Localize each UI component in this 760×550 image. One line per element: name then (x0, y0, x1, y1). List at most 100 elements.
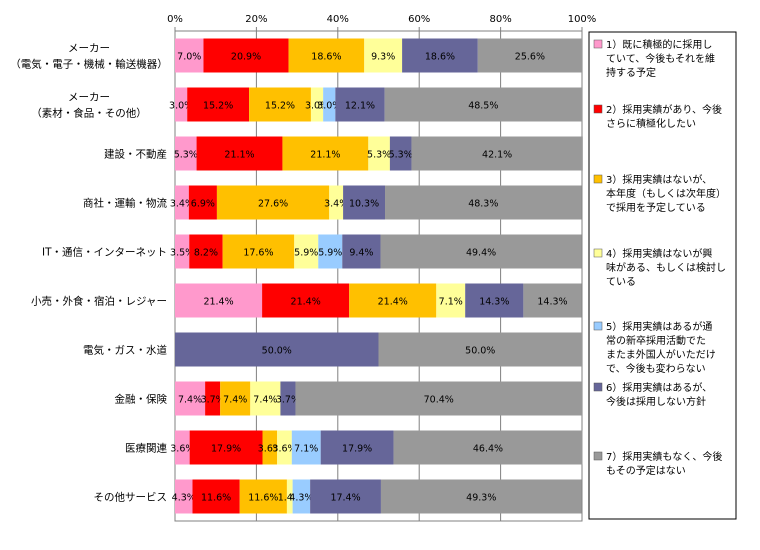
x-tick-label: 60% (408, 14, 430, 25)
data-label: 3.6% (170, 444, 194, 455)
bar-segment (239, 479, 287, 514)
data-label: 20.9% (231, 52, 261, 63)
bar-segment (286, 479, 293, 514)
bar-segment (282, 136, 369, 171)
data-label: 21.4% (378, 297, 408, 308)
data-label: 49.3% (466, 493, 496, 504)
legend-entry: 7）採用実績もなく、今後 (606, 450, 722, 463)
bar-segment (402, 38, 478, 73)
data-label: 4.3% (172, 493, 196, 504)
data-label: 17.4% (330, 493, 360, 504)
bar-segment (175, 283, 263, 318)
bar-segment (189, 430, 263, 465)
bar-segment (175, 381, 206, 416)
bar-segment (175, 87, 188, 122)
legend-entry: 1）既に積極的に採用し (606, 38, 712, 51)
category-label: （素材・食品・その他） (31, 107, 147, 120)
legend-swatch (593, 248, 603, 258)
data-label: 50.0% (262, 346, 292, 357)
data-label: 7.1% (294, 444, 318, 455)
data-label: 12.1% (345, 101, 375, 112)
bar-segment (175, 479, 193, 514)
data-label: 46.4% (473, 444, 503, 455)
data-label: 9.4% (349, 248, 373, 259)
data-label: 42.1% (482, 150, 512, 161)
bar-segment (389, 136, 412, 171)
data-label: 3.4% (170, 199, 194, 210)
bar-segment (364, 38, 403, 73)
legend-entry: 常の新卒採用活動でた (606, 334, 706, 347)
data-label: 21.4% (291, 297, 321, 308)
data-label: 21.1% (310, 150, 340, 161)
legend-entry: 2）採用実績があり、今後 (606, 103, 722, 116)
legend-entry: またま外国人がいただけ (606, 348, 716, 361)
legend-entry: 本年度（もしくは次年度） (606, 187, 726, 200)
data-label: 17.6% (243, 248, 273, 259)
legend-entry: 味がある、もしくは検討し (606, 261, 726, 274)
bar-segment (175, 136, 197, 171)
data-label: 14.3% (479, 297, 509, 308)
bar-segment (411, 136, 583, 171)
bar-segment (196, 136, 283, 171)
category-label: その他サービス (94, 491, 168, 504)
data-label: 11.6% (201, 493, 231, 504)
data-label: 70.4% (424, 395, 454, 406)
bar-segment (477, 38, 582, 73)
data-label: 3.6% (272, 444, 296, 455)
bar-segment (310, 479, 381, 514)
data-label: 15.2% (203, 101, 233, 112)
data-label: 3.0% (169, 101, 193, 112)
legend-entry: ていて、今後もそれを維 (606, 52, 715, 65)
category-label: 金融・保険 (115, 393, 168, 406)
data-label: 48.5% (468, 101, 498, 112)
data-label: 5.3% (367, 150, 391, 161)
bar-segment (384, 87, 582, 122)
data-label: 11.6% (248, 493, 278, 504)
bar-segment (262, 283, 350, 318)
x-tick-label: 0% (167, 14, 183, 25)
legend-entry: 今後は採用しない方針 (606, 395, 706, 408)
category-label: 医療関連 (125, 442, 167, 455)
bar-segment (249, 87, 311, 122)
legend-entry: 持する予定 (606, 66, 656, 79)
data-label: 18.6% (425, 52, 455, 63)
legend-entry: で、今後も変わらない (606, 362, 706, 375)
category-label: IT・通信・インターネット (42, 247, 167, 259)
bar-segment (393, 430, 583, 465)
legend-entry: さらに積極化したい (606, 117, 696, 130)
category-label: 小売・外食・宿泊・レジャー (31, 295, 167, 308)
category-label: 商社・運輸・物流 (83, 197, 167, 210)
bar-segment (175, 430, 190, 465)
bar-segment (295, 381, 582, 416)
category-label: （電気・電子・機械・輸送機器） (10, 58, 168, 71)
data-label: 7.1% (439, 297, 463, 308)
bar-segment (220, 381, 251, 416)
bar-segment (216, 185, 330, 220)
bar-segment (222, 234, 295, 269)
data-label: 5.3% (174, 150, 198, 161)
legend-swatch (593, 39, 603, 49)
bar-segment (291, 430, 321, 465)
data-label: 7.0% (177, 52, 201, 63)
bar-segment (175, 234, 190, 269)
legend-entry: 4）採用実績はないが興 (606, 247, 712, 260)
bar-segment (294, 234, 319, 269)
bar-segment (335, 87, 385, 122)
data-label: 17.9% (211, 444, 241, 455)
data-label: 7.4% (223, 395, 247, 406)
data-label: 3.6% (258, 444, 282, 455)
bar-segment (277, 430, 292, 465)
bar-segment (523, 283, 582, 318)
bar-segment (203, 38, 289, 73)
legend-entry: 6）採用実績はあるが、 (606, 381, 712, 394)
bar-segment (380, 234, 582, 269)
bar-segment (175, 332, 379, 367)
bar-segment (175, 38, 204, 73)
data-label: 49.4% (466, 248, 496, 259)
bar-segment (187, 87, 250, 122)
x-tick-label: 100% (568, 14, 597, 25)
bar-segment (342, 234, 381, 269)
legend-swatch (593, 104, 603, 114)
data-label: 15.2% (265, 101, 295, 112)
bar-segment (262, 430, 278, 465)
